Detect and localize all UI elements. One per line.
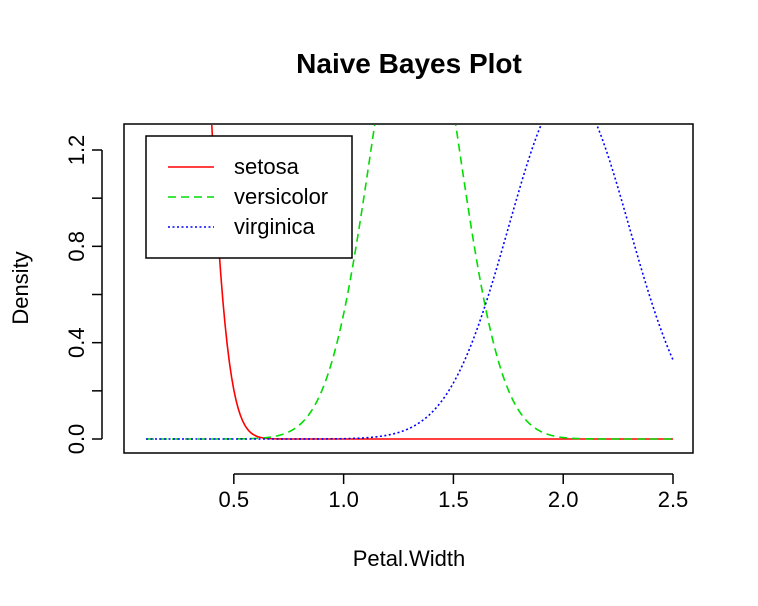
x-tick-label: 0.5 (219, 487, 250, 512)
legend-label-versicolor: versicolor (234, 184, 328, 209)
x-tick-label: 2.0 (548, 487, 579, 512)
plot-frame (123, 123, 694, 454)
x-tick-label: 1.0 (328, 487, 359, 512)
legend-label-virginica: virginica (234, 214, 315, 239)
legend: setosa versicolor virginica (145, 135, 353, 259)
legend-box (145, 135, 353, 259)
series-layer (146, 125, 674, 440)
y-tick-label: 0.8 (64, 231, 89, 262)
x-axis-label: Petal.Width (353, 546, 466, 571)
y-tick-label: 0.0 (64, 424, 89, 455)
y-axis-label: Density (8, 251, 33, 324)
x-tick-label: 1.5 (438, 487, 469, 512)
chart-title: Naive Bayes Plot (296, 48, 522, 79)
y-tick-label: 0.4 (64, 327, 89, 358)
legend-label-setosa: setosa (234, 154, 300, 179)
y-axis: 0.0 0.4 0.8 1.2 (64, 135, 103, 455)
x-tick-label: 2.5 (658, 487, 689, 512)
plot-area (123, 123, 694, 454)
y-tick-label: 1.2 (64, 135, 89, 166)
series-line-versicolor (146, 125, 673, 440)
x-axis: 0.5 1.0 1.5 2.0 2.5 (219, 473, 689, 512)
legend-items: setosa versicolor virginica (168, 154, 328, 239)
